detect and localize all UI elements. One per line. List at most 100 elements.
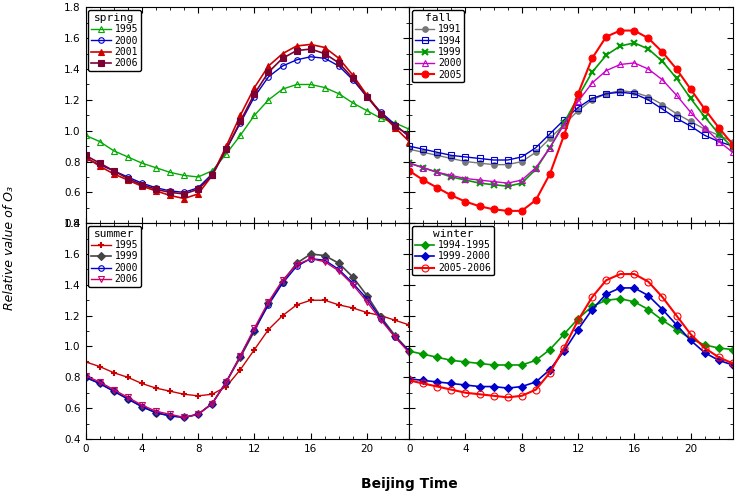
- 2006: [109, 168, 118, 174]
- 1999-2000: [644, 293, 653, 299]
- 1999: [95, 380, 104, 386]
- 2005-2006: [602, 277, 611, 283]
- 2005-2006: [714, 354, 723, 360]
- 2006: [250, 91, 259, 97]
- 1995: [95, 138, 104, 144]
- 1995: [334, 302, 343, 308]
- 1994: [419, 146, 428, 152]
- 1999-2000: [574, 326, 583, 332]
- 1995: [222, 151, 231, 157]
- 2001: [391, 124, 400, 130]
- 1994-1995: [602, 297, 611, 303]
- 2006: [250, 325, 259, 331]
- Line: 2005: 2005: [405, 27, 737, 214]
- 2001: [81, 154, 90, 160]
- 2000: [588, 80, 597, 86]
- 2006: [264, 69, 273, 75]
- Line: 1994-1995: 1994-1995: [406, 296, 736, 368]
- 2005: [700, 106, 709, 112]
- 1991: [559, 122, 568, 127]
- 2006: [321, 259, 330, 265]
- 1991: [714, 132, 723, 138]
- 1991: [475, 160, 484, 166]
- 1994: [658, 106, 667, 112]
- 2005: [503, 208, 512, 214]
- 2005: [714, 124, 723, 130]
- 2000: [362, 94, 371, 100]
- 1999: [391, 333, 400, 339]
- 2001: [193, 191, 202, 197]
- 1995: [405, 126, 414, 132]
- 1994-1995: [545, 347, 554, 353]
- 2000: [700, 124, 709, 130]
- 2006: [208, 173, 217, 179]
- 2005: [531, 197, 540, 203]
- 2006: [362, 299, 371, 305]
- 1995: [307, 297, 315, 303]
- 1994: [686, 123, 695, 129]
- 1995: [348, 100, 357, 106]
- Text: Beijing Time: Beijing Time: [361, 477, 458, 491]
- 1999: [700, 114, 709, 120]
- 2006: [321, 51, 330, 57]
- 1999: [236, 354, 245, 360]
- 1999-2000: [728, 362, 737, 368]
- 1994-1995: [517, 362, 526, 368]
- 2000: [321, 56, 330, 62]
- 2000: [334, 266, 343, 272]
- 1991: [433, 152, 442, 158]
- 2005-2006: [588, 294, 597, 300]
- 2000: [419, 165, 428, 171]
- 1995: [321, 297, 330, 303]
- 1994-1995: [559, 331, 568, 337]
- 2000: [376, 316, 385, 322]
- 2000: [292, 57, 301, 63]
- 2000: [644, 66, 653, 72]
- 1995: [391, 120, 400, 126]
- Line: 2006: 2006: [83, 256, 412, 420]
- 2000: [348, 77, 357, 83]
- 2006: [292, 48, 301, 54]
- 2001: [264, 63, 273, 69]
- 2006: [165, 411, 174, 417]
- 1995: [193, 174, 202, 180]
- 1991: [658, 102, 667, 108]
- 1995: [348, 305, 357, 311]
- 2000: [391, 334, 400, 340]
- 2000: [95, 162, 104, 168]
- 2001: [179, 195, 188, 201]
- 2005: [559, 132, 568, 138]
- 2001: [138, 183, 147, 189]
- 1995: [376, 312, 385, 318]
- 1999: [616, 43, 625, 49]
- 2006: [391, 334, 400, 340]
- 1999: [588, 69, 597, 75]
- 2006: [348, 282, 357, 288]
- 2005-2006: [503, 394, 512, 400]
- 2006: [334, 60, 343, 66]
- Line: 1995: 1995: [83, 82, 412, 180]
- 1999: [278, 279, 287, 285]
- 2001: [109, 171, 118, 177]
- 2006: [138, 402, 147, 408]
- 2000: [447, 173, 456, 179]
- 2000: [362, 296, 371, 302]
- 1995: [124, 154, 132, 160]
- 1999: [124, 396, 132, 402]
- 1999: [81, 374, 90, 380]
- 1995: [292, 302, 301, 308]
- 2005-2006: [545, 370, 554, 375]
- 2000: [672, 92, 681, 98]
- 2000: [489, 179, 498, 185]
- 2000: [307, 54, 315, 60]
- 2006: [292, 262, 301, 268]
- 2000: [461, 176, 470, 182]
- Legend: 1995, 2000, 2001, 2006: 1995, 2000, 2001, 2006: [89, 10, 141, 71]
- 2001: [376, 111, 385, 117]
- 1991: [461, 159, 470, 165]
- Line: 2006: 2006: [83, 46, 412, 197]
- 2005-2006: [433, 383, 442, 389]
- 1999-2000: [461, 382, 470, 388]
- 2000: [307, 255, 315, 261]
- 1999: [475, 180, 484, 186]
